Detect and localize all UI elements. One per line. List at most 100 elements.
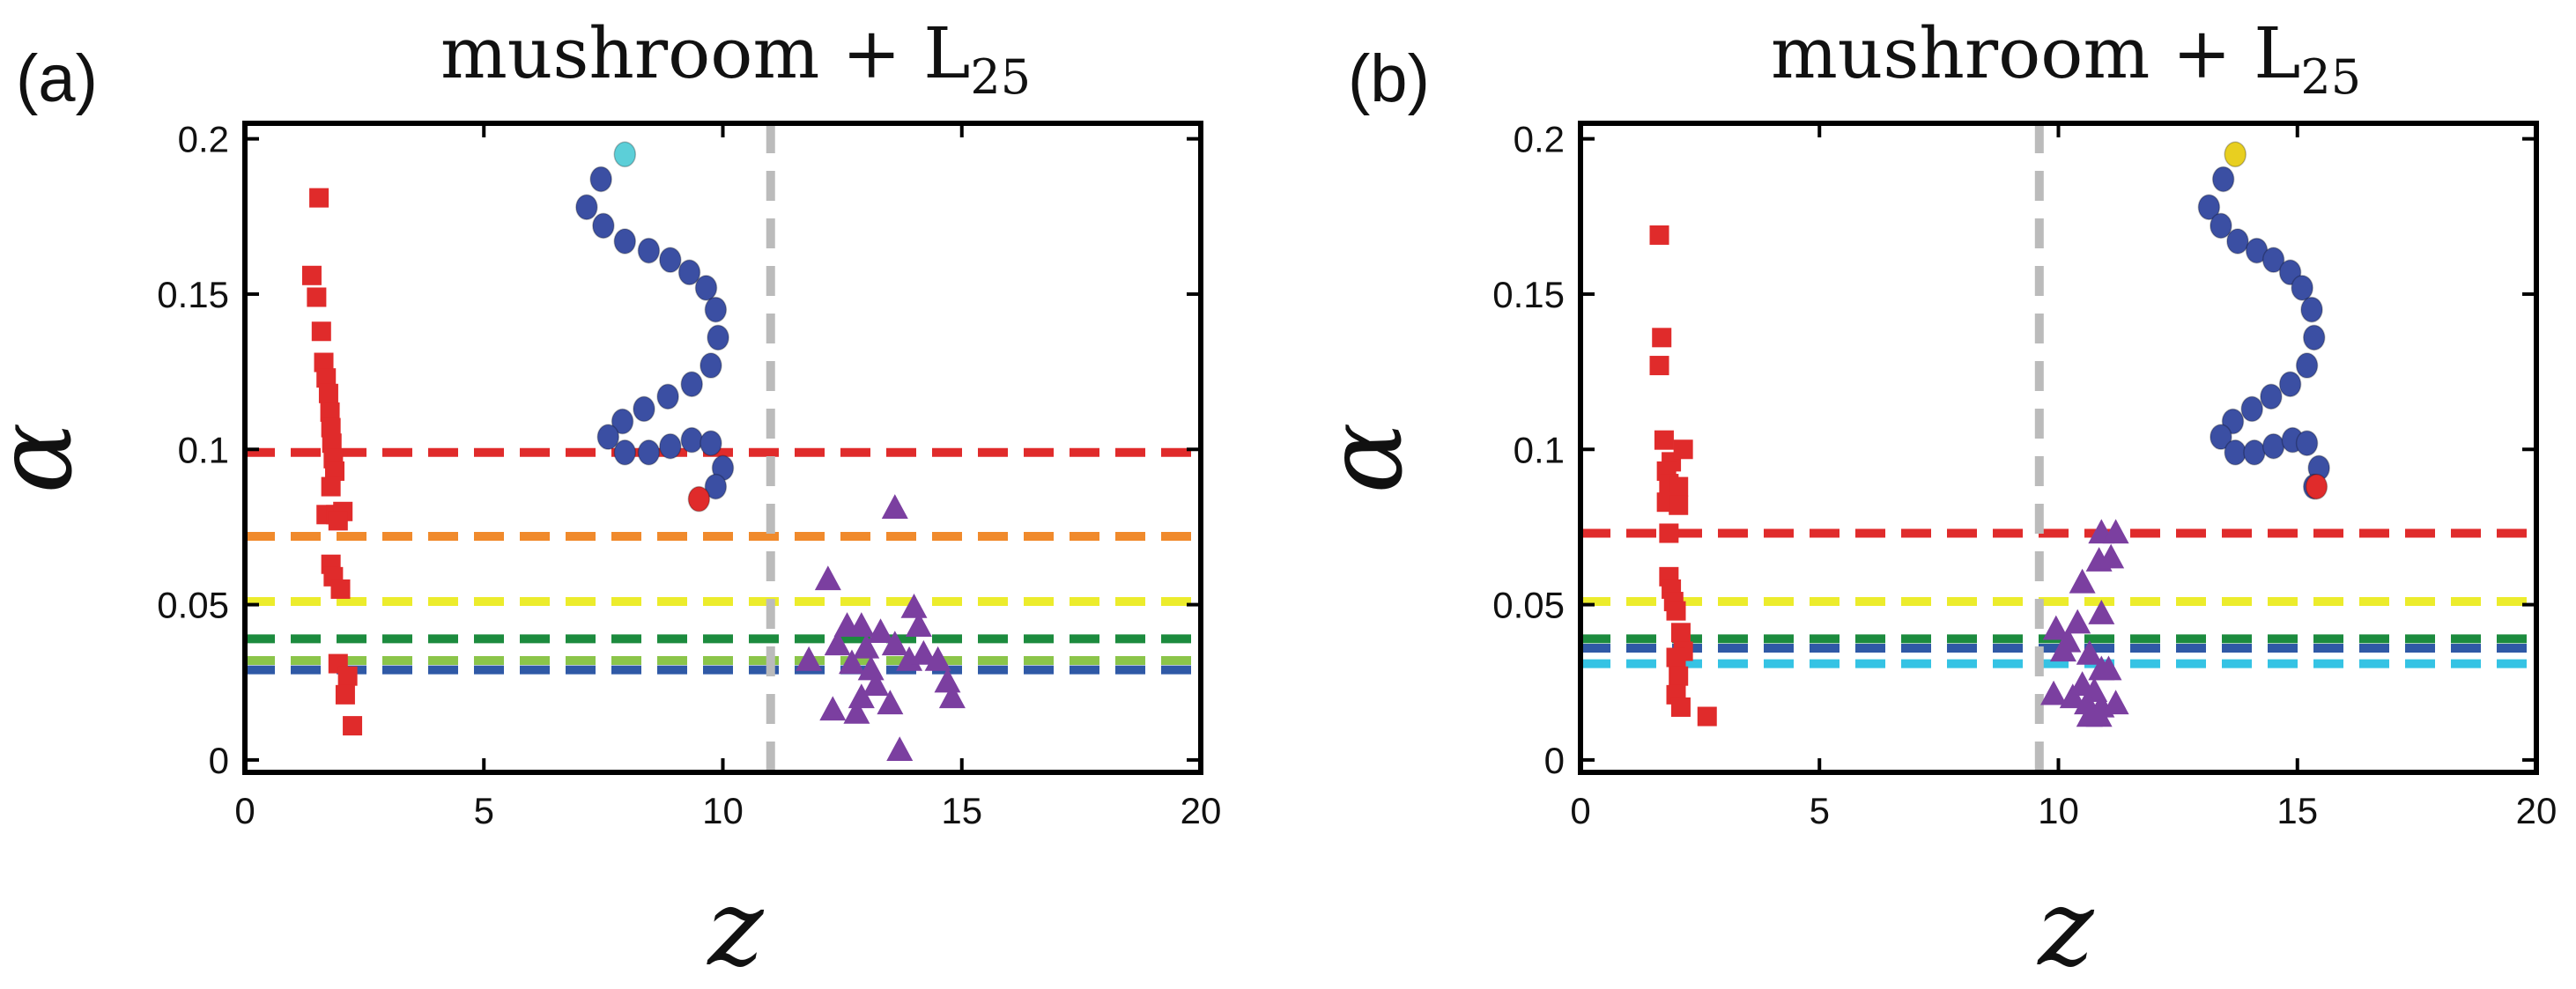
inset-bead	[2240, 395, 2263, 423]
square-point	[1673, 439, 1693, 460]
x-tick-label: 10	[2038, 790, 2079, 831]
y-tick-label: 0.2	[178, 119, 229, 160]
square-point	[1666, 601, 1686, 621]
triangle-point	[843, 698, 870, 724]
triangle-point	[886, 736, 914, 762]
triangle-point	[853, 633, 880, 659]
inset-bead	[2300, 296, 2323, 323]
x-tick-label: 20	[1181, 790, 1222, 831]
triangle-point	[2085, 702, 2113, 727]
plot-frame	[242, 121, 1203, 775]
panel-a: (a) mushroom + L25 0 5 10 15 2000.050.10.150…	[0, 12, 1221, 989]
square-point	[311, 321, 331, 342]
inset-bead	[700, 430, 722, 456]
inset-bead	[633, 395, 655, 423]
triangle-point	[877, 690, 904, 715]
x-tick-label: 10	[702, 790, 744, 831]
square-point	[343, 716, 363, 736]
panel-label: (a)	[16, 41, 98, 116]
square-point	[335, 684, 355, 705]
inset-bead	[2295, 430, 2319, 456]
square-point	[1666, 647, 1686, 668]
triangle-point	[814, 565, 841, 591]
triangle-point	[2049, 637, 2076, 662]
triangle-point	[896, 646, 923, 671]
panel-title-main: mushroom + L	[440, 12, 970, 94]
triangle-point	[938, 683, 966, 709]
triangle-point	[824, 631, 851, 656]
inset-bead	[700, 352, 722, 379]
inset-bead	[680, 426, 703, 454]
x-tick-label: 15	[2276, 790, 2318, 831]
data-layer	[245, 123, 1201, 772]
square-point	[316, 368, 337, 388]
inset-bead	[613, 439, 637, 466]
inset-bead	[707, 324, 729, 351]
panel-b: (b) mushroom + L25 0 5 10 15 2000.050.10.150…	[1304, 12, 2557, 989]
panel-title-main: mushroom + L	[1771, 12, 2300, 94]
square-point	[321, 417, 341, 438]
inset-bead	[2197, 194, 2221, 220]
triangle-point	[934, 668, 961, 693]
triangle-point	[900, 593, 928, 618]
triangle-point	[2102, 519, 2129, 544]
inset-bead	[2210, 212, 2232, 240]
triangle-point	[2064, 609, 2091, 634]
x-tick-label: 15	[941, 790, 982, 831]
triangle-point	[2102, 690, 2129, 715]
square-point	[1669, 495, 1689, 515]
square-point	[1669, 476, 1689, 497]
triangle-point	[796, 646, 823, 671]
triangle-point	[2095, 655, 2122, 681]
square-point	[328, 511, 348, 531]
inset-bead	[637, 439, 661, 466]
x-axis-label: z	[706, 867, 764, 989]
inset-bead	[2211, 166, 2235, 193]
square-point	[1670, 697, 1691, 717]
inset-bead	[611, 408, 634, 435]
panel-title-subscript: 25	[970, 49, 1031, 105]
inset-bead	[2243, 439, 2266, 466]
square-point	[337, 666, 358, 686]
triangle-point	[848, 612, 875, 637]
panel-title-subscript: 25	[2300, 49, 2361, 105]
triangle-point	[867, 618, 894, 644]
inset-bead	[575, 194, 598, 220]
inset-bead	[659, 432, 682, 460]
inset-bead	[677, 259, 701, 286]
inset-bead	[2210, 424, 2232, 450]
triangle-point	[2042, 615, 2069, 640]
inset-bead	[694, 275, 718, 301]
inset-bead	[656, 383, 679, 410]
inset-bead-end-bottom	[687, 485, 711, 513]
triangle-point	[2098, 543, 2125, 569]
y-tick-label: 0	[209, 740, 229, 781]
y-tick-label: 0.1	[178, 429, 229, 470]
inset-bead	[589, 166, 612, 193]
y-axis-label: α	[0, 422, 96, 493]
triangle-point	[2069, 568, 2096, 594]
y-tick-label: 0.05	[1492, 585, 1565, 626]
triangle-point	[2059, 683, 2086, 709]
inset-bead	[704, 473, 728, 500]
inset-bead-end-top	[613, 141, 637, 168]
plot-area: 0 5 10 15 20 0 0.05 0.1 0.15 0.2	[157, 119, 1221, 831]
inset-bead	[659, 247, 682, 273]
y-tick-label: 0	[1544, 740, 1565, 781]
panel-label: (b)	[1348, 41, 1430, 116]
inset-bead	[2260, 383, 2283, 410]
inset-bead	[704, 296, 728, 323]
y-tick-label: 0.05	[157, 585, 229, 626]
triangle-point	[881, 631, 908, 656]
inset-bead	[2278, 371, 2302, 397]
x-axis-label: z	[2036, 867, 2094, 989]
inset-bead	[2291, 275, 2313, 301]
x-tick-label: 5	[474, 790, 494, 831]
triangle-point	[2088, 600, 2115, 624]
square-point	[1654, 430, 1674, 450]
square-point	[1669, 666, 1689, 686]
plot-frame	[1578, 121, 2539, 775]
square-point	[301, 265, 322, 285]
inset-bead	[637, 237, 661, 264]
